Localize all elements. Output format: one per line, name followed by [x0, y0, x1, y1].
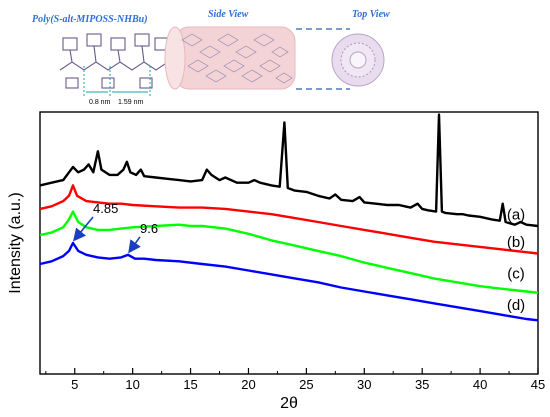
x-tick-label: 15: [183, 377, 197, 392]
series-label: (d): [507, 297, 525, 314]
x-axis-title: 2θ: [280, 395, 298, 412]
x-tick-label: 25: [299, 377, 313, 392]
y-axis-title: Intensity (a.u.): [7, 192, 24, 293]
dimension-markers: [83, 66, 151, 98]
peak-annotations: 4.85 9.6: [72, 201, 158, 254]
series-line-3: [39, 241, 539, 322]
inset-dim-1: 0.8 nm: [89, 99, 111, 106]
x-tick-label: 45: [531, 377, 545, 392]
series-label: (a): [507, 206, 525, 223]
annotation-arrow: [128, 236, 141, 254]
x-tick-label: 10: [125, 377, 139, 392]
series-labels: (a) (b) (c) (d): [507, 206, 525, 313]
series-line-0: [39, 113, 539, 228]
side-view-tube: [164, 26, 296, 90]
x-tick-label: 20: [241, 377, 255, 392]
x-tick-label: 40: [473, 377, 487, 392]
inset-title: Poly(S-alt-MIPOSS-NHBu): [32, 14, 148, 25]
top-view-label: Top View: [352, 9, 390, 20]
x-axis-tick-labels: 5 10 15 20 25 30 35 40 45: [71, 377, 545, 392]
polymer-chain-icon: [59, 33, 170, 89]
series-line-2: [39, 210, 539, 294]
x-tick-label: 35: [415, 377, 429, 392]
series-label: (c): [507, 265, 525, 282]
series-line-1: [39, 184, 539, 255]
plot-frame: [39, 111, 539, 375]
x-tick-label: 5: [71, 377, 78, 392]
side-view-label: Side View: [208, 9, 249, 20]
series-label: (b): [507, 234, 525, 251]
annotation-label: 9.6: [140, 221, 158, 236]
inset-schematic: Poly(S-alt-MIPOSS-NHBu) 0.8 nm 1.59 nm S…: [32, 9, 390, 106]
x-tick-label: 30: [357, 377, 371, 392]
x-axis-ticks: [45, 368, 539, 374]
series-lines: [39, 113, 539, 322]
inset-dim-2: 1.59 nm: [118, 99, 143, 106]
annotation-arrow: [72, 216, 94, 242]
view-guide-lines: [296, 28, 350, 90]
top-view-ring: [331, 33, 385, 87]
annotation-label: 4.85: [93, 201, 118, 216]
